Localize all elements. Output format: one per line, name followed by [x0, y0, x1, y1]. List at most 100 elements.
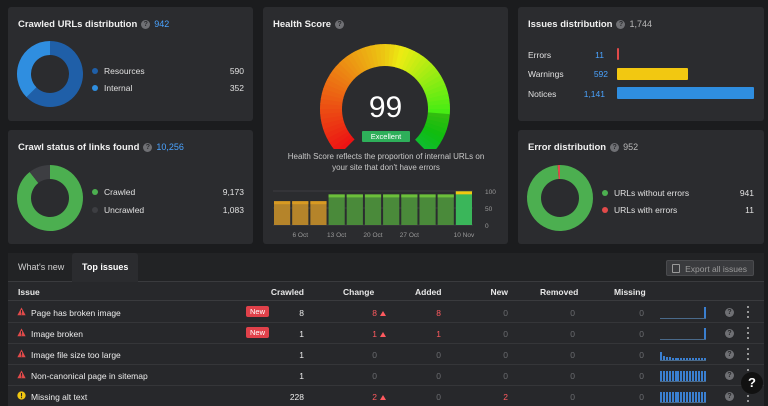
export-all-issues-button[interactable]: Export all issues [666, 260, 754, 276]
legend-uncrawled[interactable]: Uncrawled [92, 205, 144, 215]
issue-value-errors[interactable]: 11 [595, 50, 604, 60]
trend-sparkline[interactable] [660, 347, 706, 361]
health-bar[interactable] [328, 194, 345, 225]
issue-name[interactable]: Non-canonical page in sitemap [31, 371, 148, 381]
crawled-count[interactable]: 1 [299, 329, 304, 339]
issue-name[interactable]: Image broken [31, 329, 83, 339]
header-new[interactable]: New [490, 287, 508, 297]
help-icon[interactable]: ? [335, 20, 345, 29]
help-icon[interactable]: ? [141, 20, 151, 29]
new-value[interactable]: 0 [503, 329, 508, 339]
help-icon[interactable]: ? [610, 143, 620, 152]
issue-name[interactable]: Image file size too large [31, 350, 121, 360]
health-bar[interactable] [364, 194, 382, 225]
issue-bar-notices[interactable] [617, 87, 754, 99]
trend-sparkline[interactable] [660, 326, 706, 340]
donut-slice-uncrawled[interactable] [29, 165, 51, 184]
table-row[interactable]: Missing alt text 228 2 0 2 0 0? [8, 386, 764, 406]
crawl-status-count[interactable]: 10,256 [156, 142, 184, 152]
change-value[interactable]: 8 [344, 308, 386, 318]
missing-value[interactable]: 0 [639, 350, 644, 360]
trend-sparkline[interactable] [660, 305, 706, 319]
added-value[interactable]: 0 [436, 371, 441, 381]
more-options-icon[interactable] [747, 306, 750, 318]
new-value[interactable]: 0 [503, 308, 508, 318]
help-icon[interactable]: ? [143, 143, 153, 152]
legend-crawled[interactable]: Crawled [92, 187, 135, 197]
health-bar[interactable] [346, 194, 363, 225]
added-value[interactable]: 0 [436, 350, 441, 360]
table-row[interactable]: Non-canonical page in sitemap 1 0 0 0 0 0? [8, 365, 764, 386]
change-value[interactable]: 2 [344, 392, 386, 402]
health-bar[interactable] [419, 194, 436, 225]
more-options-icon[interactable] [747, 348, 750, 360]
more-options-icon[interactable] [747, 327, 750, 339]
change-value[interactable]: 0 [372, 371, 377, 381]
health-bar[interactable] [437, 194, 454, 225]
header-added[interactable]: Added [415, 287, 442, 297]
missing-value[interactable]: 0 [639, 371, 644, 381]
donut-slice-crawled[interactable] [17, 165, 83, 231]
removed-value[interactable]: 0 [570, 371, 575, 381]
help-button[interactable]: ? [741, 372, 763, 394]
help-icon[interactable]: ? [725, 392, 734, 401]
issue-name[interactable]: Missing alt text [31, 392, 88, 402]
header-change[interactable]: Change [343, 287, 375, 297]
health-bar[interactable] [455, 191, 472, 225]
table-row[interactable]: Image broken New 1 1 1 0 0 0? [8, 323, 764, 344]
table-row[interactable]: Page has broken image New 8 8 8 0 0 0? [8, 302, 764, 323]
issue-name[interactable]: Page has broken image [31, 308, 121, 318]
new-value[interactable]: 0 [503, 371, 508, 381]
donut-slice-urls-without-errors[interactable] [527, 165, 593, 231]
trend-sparkline[interactable] [660, 389, 706, 403]
issue-bar-errors[interactable] [617, 48, 619, 60]
health-bar[interactable] [274, 201, 291, 225]
change-value[interactable]: 0 [372, 350, 377, 360]
donut-slice-internal[interactable] [17, 41, 51, 98]
help-icon[interactable]: ? [725, 329, 734, 338]
new-value[interactable]: 2 [503, 392, 508, 402]
change-value[interactable]: 1 [344, 329, 386, 339]
health-bar[interactable] [292, 201, 309, 225]
table-row[interactable]: Image file size too large 1 0 0 0 0 0? [8, 344, 764, 365]
legend-with-errors[interactable]: URLs with errors [602, 205, 677, 215]
help-icon[interactable]: ? [725, 371, 734, 380]
header-issue[interactable]: Issue [18, 287, 40, 297]
removed-value[interactable]: 0 [570, 350, 575, 360]
sparkline-bar [677, 358, 680, 360]
donut-slice-resources[interactable] [26, 41, 83, 107]
crawled-count[interactable]: 1 [299, 371, 304, 381]
new-value[interactable]: 0 [503, 350, 508, 360]
crawled-count[interactable]: 8 [299, 308, 304, 318]
header-crawled[interactable]: Crawled [270, 287, 304, 297]
tab-top-issues[interactable]: Top issues [72, 253, 139, 282]
help-icon[interactable]: ? [616, 20, 626, 29]
health-bar[interactable] [401, 194, 418, 225]
help-icon[interactable]: ? [725, 308, 734, 317]
tab-whats-new[interactable]: What's new [18, 262, 65, 272]
removed-value[interactable]: 0 [570, 308, 575, 318]
legend-internal[interactable]: Internal [92, 83, 132, 93]
legend-without-errors[interactable]: URLs without errors [602, 188, 689, 198]
crawled-urls-count[interactable]: 942 [154, 19, 170, 29]
removed-value[interactable]: 0 [570, 329, 575, 339]
issue-value-warnings[interactable]: 592 [593, 69, 608, 79]
removed-value[interactable]: 0 [570, 392, 575, 402]
legend-resources[interactable]: Resources [92, 66, 145, 76]
missing-value[interactable]: 0 [639, 329, 644, 339]
missing-value[interactable]: 0 [639, 392, 644, 402]
issue-value-notices[interactable]: 1,141 [583, 89, 605, 99]
issue-bar-warnings[interactable] [617, 68, 688, 80]
added-value[interactable]: 1 [436, 329, 441, 339]
health-bar[interactable] [383, 194, 400, 225]
health-bar[interactable] [310, 201, 327, 225]
crawled-count[interactable]: 228 [289, 392, 304, 402]
header-missing[interactable]: Missing [614, 287, 646, 297]
header-removed[interactable]: Removed [540, 287, 579, 297]
added-value[interactable]: 8 [436, 308, 441, 318]
missing-value[interactable]: 0 [639, 308, 644, 318]
help-icon[interactable]: ? [725, 350, 734, 359]
added-value[interactable]: 0 [436, 392, 441, 402]
crawled-count[interactable]: 1 [299, 350, 304, 360]
trend-sparkline[interactable] [660, 368, 706, 382]
